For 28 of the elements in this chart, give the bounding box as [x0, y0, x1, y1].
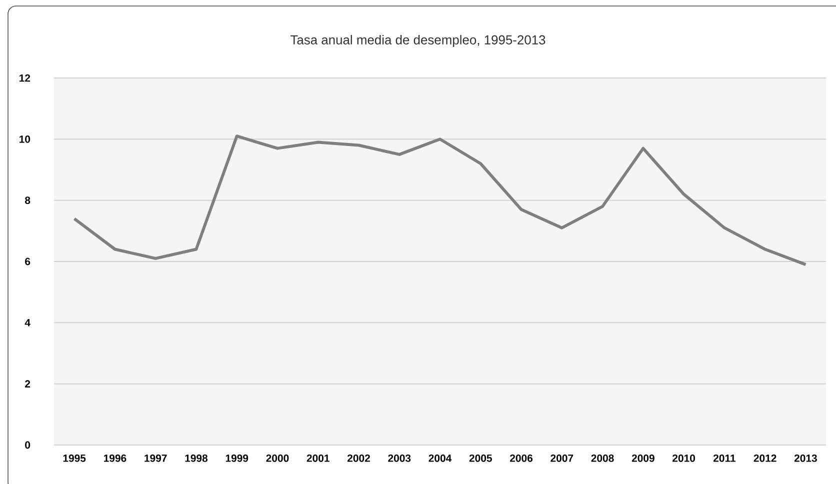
x-tick-label: 2010 [672, 454, 695, 462]
x-tick-label: 2002 [347, 454, 370, 462]
x-tick-label: 2003 [388, 454, 411, 462]
x-tick-label: 1996 [104, 454, 126, 462]
y-tick-label: 2 [25, 380, 30, 388]
chart-title: Tasa anual media de desempleo, 1995-2013 [290, 34, 546, 48]
y-tick-label: 4 [24, 319, 30, 326]
y-tick-label: 12 [20, 74, 30, 82]
x-tick-label: 2007 [550, 454, 574, 462]
x-tick-label: 2004 [428, 454, 452, 462]
x-tick-label: 2006 [510, 454, 533, 462]
x-tick-label: 2000 [266, 454, 289, 462]
y-tick-label: 10 [20, 135, 30, 143]
x-tick-label: 1995 [63, 454, 86, 462]
y-tick-label: 8 [25, 196, 30, 204]
x-tick-label: 2011 [713, 454, 736, 462]
x-tick-label: 2012 [754, 454, 776, 462]
x-tick-label: 2001 [306, 454, 330, 462]
y-tick-label: 6 [25, 258, 30, 266]
x-tick-label: 2013 [794, 454, 817, 462]
x-tick-label: 2009 [632, 454, 654, 462]
x-tick-label: 1998 [185, 454, 208, 462]
y-tick-label: 0 [25, 441, 30, 449]
line-series [72, 134, 808, 266]
x-tick-label: 2005 [469, 454, 492, 462]
x-tick-label: 2008 [591, 454, 614, 462]
x-tick-label: 1999 [226, 454, 248, 462]
x-tick-label: 1997 [144, 454, 167, 462]
